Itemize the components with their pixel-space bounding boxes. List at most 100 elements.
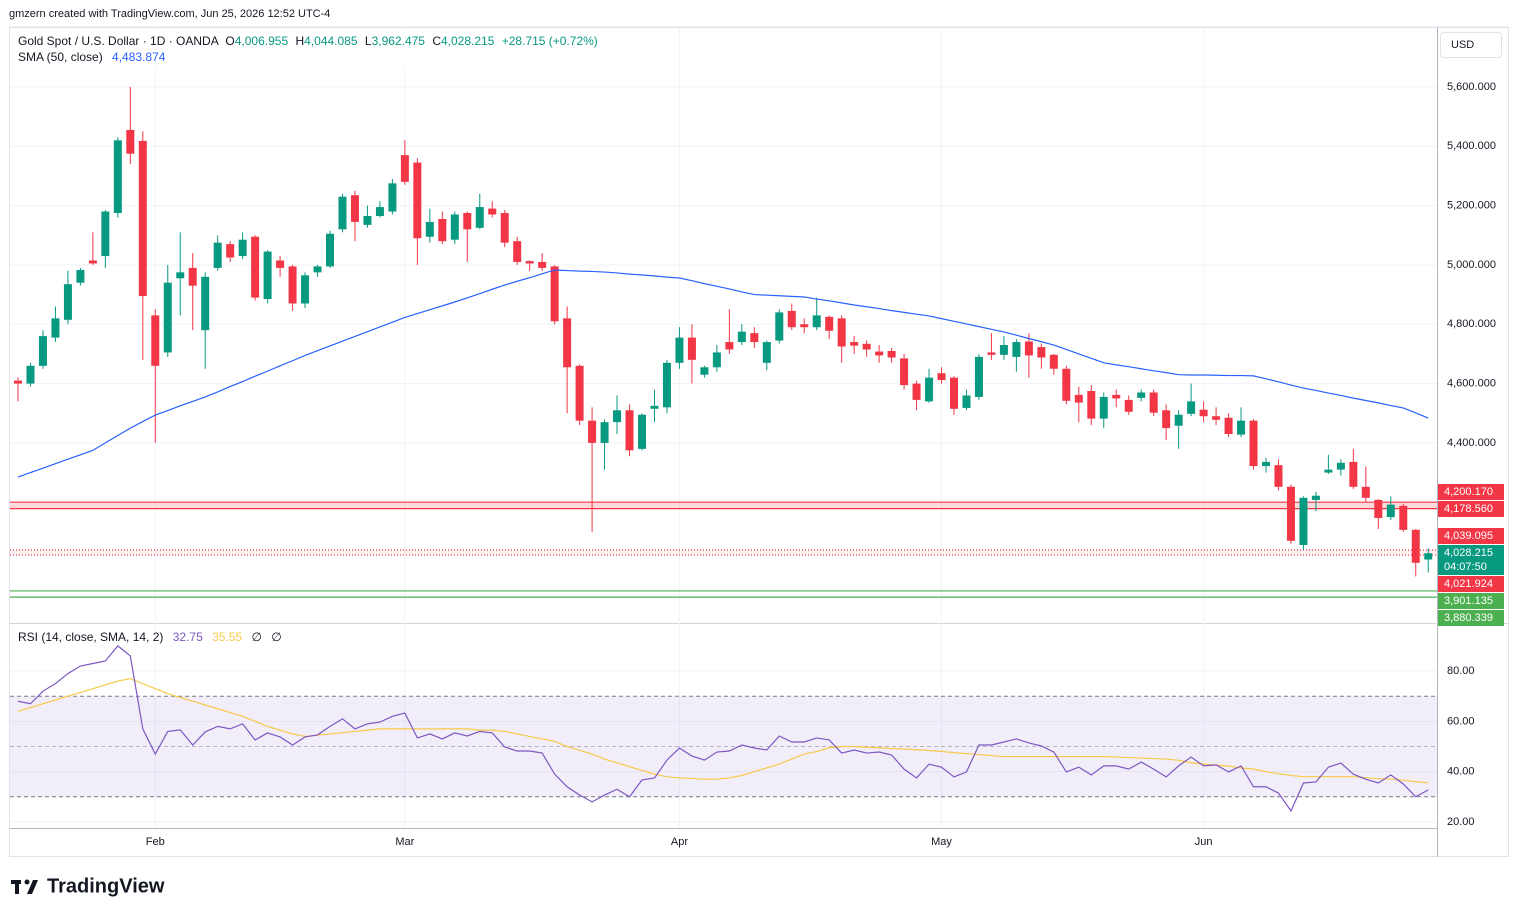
plot: Feb Mar Apr May Jun 4,400.000 4,600.000 4,800.0… (10, 27, 1504, 848)
level-label-bg (1438, 576, 1504, 592)
candle-body (613, 410, 622, 423)
candle-body (538, 261, 547, 268)
logo-mark (15, 880, 19, 894)
candle-body (326, 233, 334, 267)
candle-body (887, 350, 896, 358)
y-tick-label: 5,000.000 (1447, 259, 1496, 271)
ohlc-value: 4,028.215 (441, 34, 495, 48)
ohlc-key: H (295, 34, 304, 48)
candle-body (862, 343, 871, 350)
candle-body (1074, 394, 1083, 403)
candle-body (950, 377, 958, 409)
candle-body (388, 183, 397, 212)
candle-body (912, 383, 921, 400)
candle-body (126, 129, 135, 154)
logo-mark (24, 879, 30, 885)
candle-body (213, 242, 222, 268)
candle-body (463, 213, 472, 230)
y-tick-label: 4,600.000 (1447, 377, 1496, 389)
y-tick-label: 4,400.000 (1447, 437, 1496, 449)
rsi-name: RSI (14, close, SMA, 14, 2) (18, 630, 163, 644)
candle-body (737, 331, 746, 343)
candle-body (201, 276, 210, 331)
candle-body (1299, 497, 1308, 545)
candle-body (188, 267, 197, 286)
candle-body (987, 352, 996, 355)
rsi-tick-label: 20.00 (1447, 816, 1475, 828)
rsi-extra: ∅ (251, 630, 261, 644)
candle-body (425, 221, 434, 237)
candle-body (1174, 414, 1183, 426)
candle-body (350, 195, 359, 222)
candle-body (725, 342, 734, 350)
candle-body (650, 405, 659, 409)
candle-body (1224, 417, 1233, 435)
candle-body (1049, 354, 1058, 369)
candle-body (1037, 347, 1046, 358)
y-tick-label: 4,800.000 (1447, 318, 1496, 330)
candle-body (775, 312, 784, 341)
candle-body (762, 342, 771, 363)
candle-body (925, 377, 934, 402)
candle-body (450, 214, 459, 240)
candle-body (1361, 486, 1370, 498)
candle-body (588, 420, 597, 443)
rsi-extra: ∅ (271, 630, 281, 644)
candle-body (14, 380, 22, 384)
level-label: 4,021.924 (1444, 578, 1493, 590)
x-tick-label: Apr (671, 836, 688, 848)
x-tick-label: Feb (146, 836, 165, 848)
candle-body (1062, 368, 1071, 401)
currency-button[interactable] (1440, 32, 1502, 58)
level-label: 4,178.560 (1444, 503, 1493, 515)
sma-legend: SMA (50, close) 4,483.874 (18, 50, 166, 64)
candle-body (974, 356, 983, 397)
candle-body (400, 155, 409, 182)
candle-body (1162, 410, 1171, 429)
candle-body (251, 236, 260, 298)
candle-body (937, 373, 946, 381)
candle-body (276, 260, 285, 268)
rsi-band (10, 696, 1437, 797)
level-label: 3,880.339 (1444, 612, 1493, 624)
ohlc-key: C (432, 34, 441, 48)
level-label-bg (1438, 610, 1504, 626)
level-label-bg (1438, 528, 1504, 544)
attribution: gmzern created with TradingView.com, Jun… (9, 8, 330, 20)
candle-body (550, 266, 559, 322)
candle-body (638, 414, 646, 449)
rsi-value: 32.75 (173, 630, 203, 644)
legend-bg (10, 30, 610, 68)
candle-body (812, 315, 821, 328)
countdown: 04:07:50 (1444, 561, 1487, 573)
candle-body (563, 318, 572, 368)
candle-body (1411, 529, 1420, 563)
candle-body (338, 196, 347, 230)
candle-body (837, 318, 846, 347)
candle-body (1149, 392, 1158, 413)
x-tick-label: Mar (395, 836, 414, 848)
candle-body (1112, 394, 1121, 399)
sma-value: 4,483.874 (112, 50, 166, 64)
x-tick-label: May (931, 836, 952, 848)
candle-body (787, 310, 796, 328)
candle-body (263, 251, 272, 300)
candle-body (1262, 461, 1270, 467)
symbol: Gold Spot / U.S. Dollar · 1D · OANDA (18, 34, 219, 48)
ohlc-key: O (225, 34, 234, 48)
candle-body (438, 218, 447, 242)
rsi-tick-label: 60.00 (1447, 715, 1475, 727)
candle-body (1399, 505, 1408, 530)
candle-body (1324, 469, 1333, 473)
candle-body (900, 358, 909, 386)
candle-body (288, 266, 297, 304)
candle-body (1349, 461, 1358, 487)
currency[interactable]: USD (1451, 39, 1474, 51)
candle-body (413, 162, 422, 239)
rsi-tick-label: 40.00 (1447, 766, 1475, 778)
candle-body (151, 315, 160, 366)
rsi-sma-value: 35.55 (212, 630, 242, 644)
candle-body (1012, 342, 1021, 357)
candle-body (1199, 409, 1208, 417)
